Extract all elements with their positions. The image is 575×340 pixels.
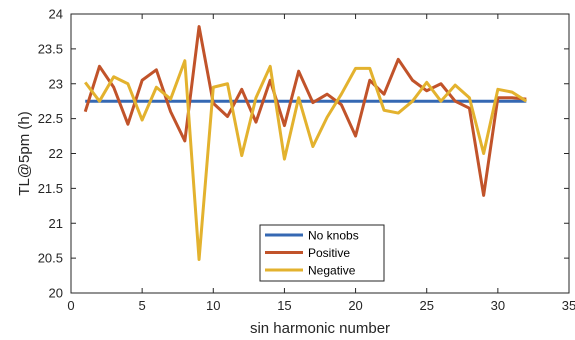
x-tick-label: 5 — [139, 298, 146, 313]
x-tick-label: 20 — [348, 298, 362, 313]
y-tick-label: 23 — [49, 76, 63, 91]
y-tick-label: 21 — [49, 216, 63, 231]
x-axis-label: sin harmonic number — [250, 320, 390, 337]
x-tick-label: 15 — [277, 298, 291, 313]
y-tick-label: 20.5 — [38, 251, 63, 266]
y-axis-label: TL@5pm (h) — [16, 111, 33, 195]
y-tick-label: 21.5 — [38, 181, 63, 196]
series-layer — [83, 25, 528, 262]
y-tick-label: 23.5 — [38, 41, 63, 56]
x-tick-label: 10 — [206, 298, 220, 313]
ticks-layer: 0 5 10 15 20 25 30 35 20 20.5 21 21.5 22 22.5 23 23.5 24 — [38, 7, 575, 314]
y-tick-label: 22.5 — [38, 111, 63, 126]
x-tick-label: 25 — [419, 298, 433, 313]
y-tick-label: 20 — [49, 286, 63, 301]
x-tick-label: 0 — [67, 298, 74, 313]
legend-label-no-knobs: No knobs — [308, 229, 359, 243]
legend-label-negative: Negative — [308, 264, 356, 278]
y-tick-label: 22 — [49, 146, 63, 161]
legend: No knobs Positive Negative — [259, 224, 385, 282]
x-tick-label: 30 — [491, 298, 505, 313]
series-line-positive — [83, 25, 527, 197]
legend-label-positive: Positive — [308, 246, 350, 260]
x-tick-label: 35 — [562, 298, 575, 313]
y-tick-label: 24 — [49, 7, 63, 22]
series-line-negative — [84, 59, 528, 262]
